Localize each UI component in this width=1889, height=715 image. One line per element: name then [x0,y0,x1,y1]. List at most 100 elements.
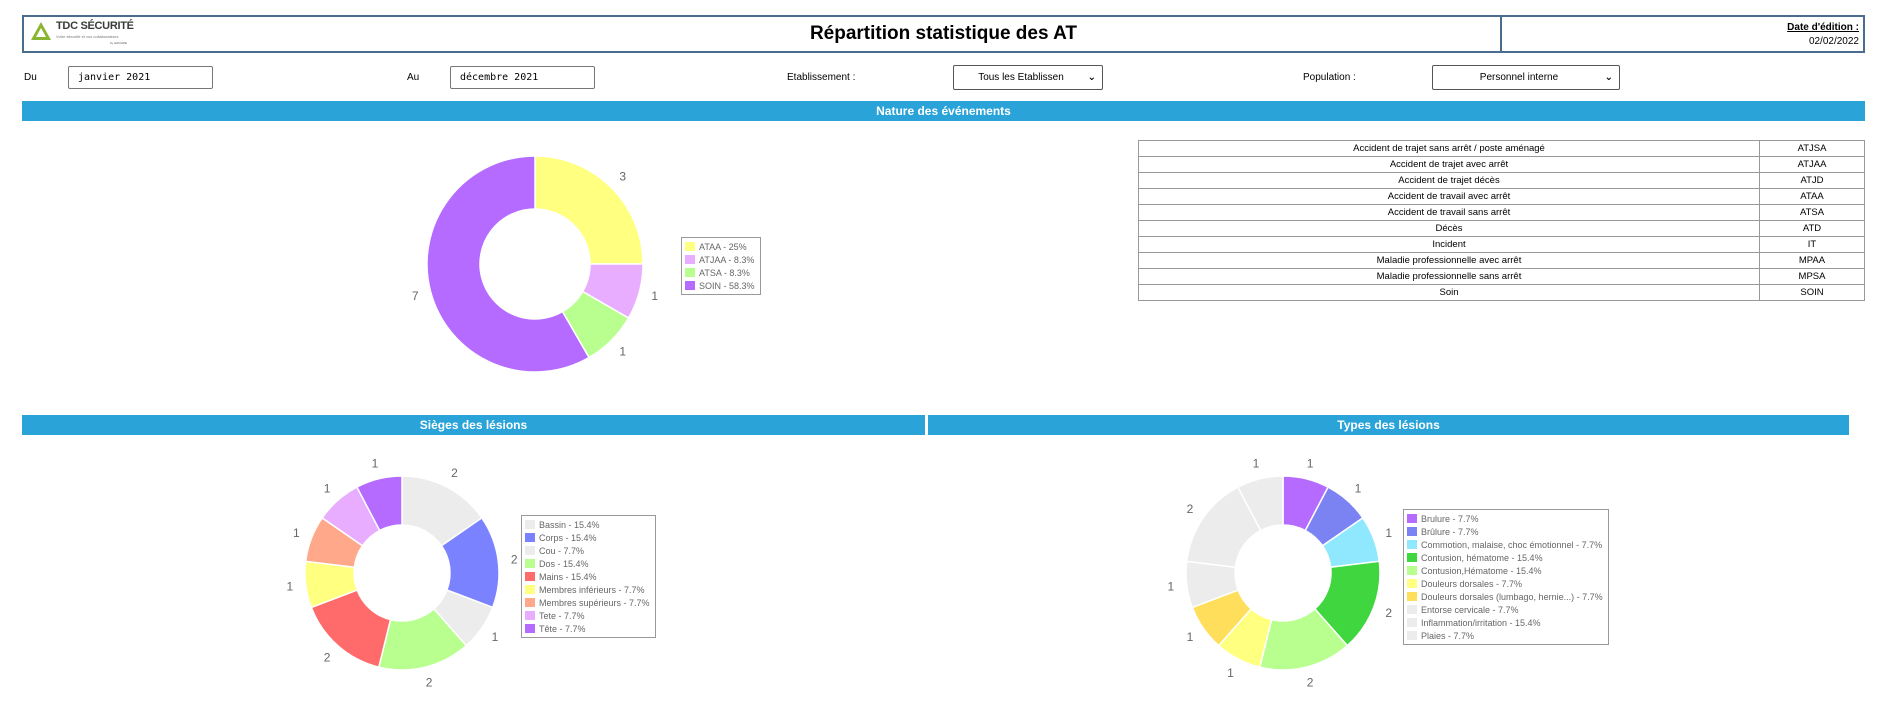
legend-label: Membres supérieurs - 7.7% [539,597,650,608]
to-date-input[interactable]: décembre 2021 [450,66,595,89]
slice-value-label: 2 [511,552,518,566]
event-code-cell: ATSA [1759,204,1865,221]
legend-swatch [525,585,535,594]
pie-slice [1236,475,1284,532]
legend-label: Douleurs dorsales - 7.7% [1421,578,1523,589]
event-label-cell: Maladie professionnelle sans arrêt [1138,268,1760,285]
nature-chart-legend: ATAA - 25% ATJAA - 8.3% ATSA - 8.3% SOIN - … [681,237,761,295]
logo-triangle-icon [31,22,51,40]
legend-swatch [1407,514,1417,523]
nature-donut-chart: 3 1 1 7 [412,155,658,373]
legend-swatch [525,546,535,555]
legend-item: Cou - 7.7% [525,544,652,557]
from-date-input[interactable]: janvier 2021 [68,66,213,89]
table-row: Maladie professionnelle sans arrêt MPSA [1138,268,1865,285]
slice-value-label: 1 [1167,580,1174,594]
slice-value-label: 7 [412,289,419,303]
table-row: Maladie professionnelle avec arrêt MPAA [1138,252,1865,269]
population-select[interactable]: Personnel interne ⌄ [1432,65,1620,90]
legend-swatch [1407,605,1417,614]
pie-slice [355,475,403,532]
legend-item: Bassin - 15.4% [525,518,652,531]
edition-date-value: 02/02/2022 [1808,36,1859,47]
legend-label: ATJAA - 8.3% [699,254,755,265]
logo-name: TDC SÉCURITÉ [56,20,134,32]
slice-value-label: 2 [324,651,331,665]
sieges-donut-chart: 2 2 1 2 2 1 1 1 1 [286,456,518,689]
table-row: Accident de trajet décès ATJD [1138,172,1865,189]
slice-value-label: 1 [651,289,658,303]
legend-item: Entorse cervicale - 7.7% [1407,603,1605,616]
types-donut-chart: 1 1 1 2 2 1 1 1 2 1 [1167,456,1392,689]
legend-swatch [525,572,535,581]
event-code-cell: MPAA [1759,252,1865,269]
legend-label: Contusion, hématome - 15.4% [1421,552,1543,563]
event-label-cell: Accident de trajet avec arrêt [1138,156,1760,173]
legend-item: Membres supérieurs - 7.7% [525,596,652,609]
legend-swatch [1407,540,1417,549]
legend-swatch [525,559,535,568]
types-chart-legend: Brulure - 7.7% Brûlure - 7.7% Commotion, m… [1403,509,1609,645]
legend-item: Tête - 7.7% [525,622,652,635]
legend-label: Douleurs dorsales (lumbago, hernie...) -… [1421,591,1603,602]
slice-value-label: 1 [492,630,499,644]
event-label-cell: Soin [1138,284,1760,301]
legend-swatch [1407,592,1417,601]
event-code-cell: MPSA [1759,268,1865,285]
slice-value-label: 1 [1307,456,1314,470]
legend-swatch [525,598,535,607]
from-label: Du [24,72,37,83]
event-code-cell: SOIN [1759,284,1865,301]
slice-value-label: 1 [619,345,626,359]
logo-tagline: Votre sécurité et vos collaborateurs [56,34,119,39]
legend-item: Mains - 15.4% [525,570,652,583]
event-code-cell: ATJSA [1759,140,1865,157]
legend-label: Cou - 7.7% [539,545,585,556]
legend-item: Brulure - 7.7% [1407,512,1605,525]
event-code-cell: ATAA [1759,188,1865,205]
table-row: Soin SOIN [1138,284,1865,301]
legend-item: Inflammation/irritation - 15.4% [1407,616,1605,629]
legend-label: ATAA - 25% [699,241,747,252]
legend-label: Bassin - 15.4% [539,519,600,530]
legend-label: Membres inférieurs - 7.7% [539,584,645,595]
legend-swatch [525,611,535,620]
slice-value-label: 1 [286,580,293,594]
legend-swatch [685,242,695,251]
legend-label: Contusion,Hématome - 15.4% [1421,565,1542,576]
event-code-cell: ATJD [1759,172,1865,189]
slice-value-label: 3 [619,169,626,183]
legend-item: Contusion,Hématome - 15.4% [1407,564,1605,577]
population-label: Population : [1303,72,1356,83]
legend-item: SOIN - 58.3% [685,279,757,292]
slice-value-label: 2 [451,466,458,480]
slice-value-label: 1 [1227,666,1234,680]
header-divider [1500,17,1502,51]
page-title: Répartition statistique des AT [809,23,1078,44]
to-label: Au [407,72,420,83]
slice-value-label: 2 [1187,502,1194,516]
slice-value-label: 1 [1187,630,1194,644]
sieges-chart-legend: Bassin - 15.4% Corps - 15.4% Cou - 7.7% Dos… [521,515,656,638]
event-code-cell: IT [1759,236,1865,253]
table-row: Incident IT [1138,236,1865,253]
legend-swatch [1407,631,1417,640]
legend-item: Corps - 15.4% [525,531,652,544]
pie-slice [534,155,644,265]
table-row: Accident de trajet sans arrêt / poste am… [1138,140,1865,157]
legend-swatch [1407,553,1417,562]
event-label-cell: Maladie professionnelle avec arrêt [1138,252,1760,269]
legend-item: Dos - 15.4% [525,557,652,570]
slice-value-label: 2 [1385,606,1392,620]
section-nature-header: Nature des événements [22,101,1865,121]
table-row: Accident de travail avec arrêt ATAA [1138,188,1865,205]
legend-item: Membres inférieurs - 7.7% [525,583,652,596]
legend-item: Commotion, malaise, choc émotionnel - 7.… [1407,538,1605,551]
table-row: Accident de travail sans arrêt ATSA [1138,204,1865,221]
event-code-cell: ATD [1759,220,1865,237]
establishment-select[interactable]: Tous les Etablissen ⌄ [953,65,1103,90]
table-row: Décès ATD [1138,220,1865,237]
legend-item: ATJAA - 8.3% [685,253,757,266]
legend-label: Brulure - 7.7% [1421,513,1479,524]
legend-swatch [1407,618,1417,627]
